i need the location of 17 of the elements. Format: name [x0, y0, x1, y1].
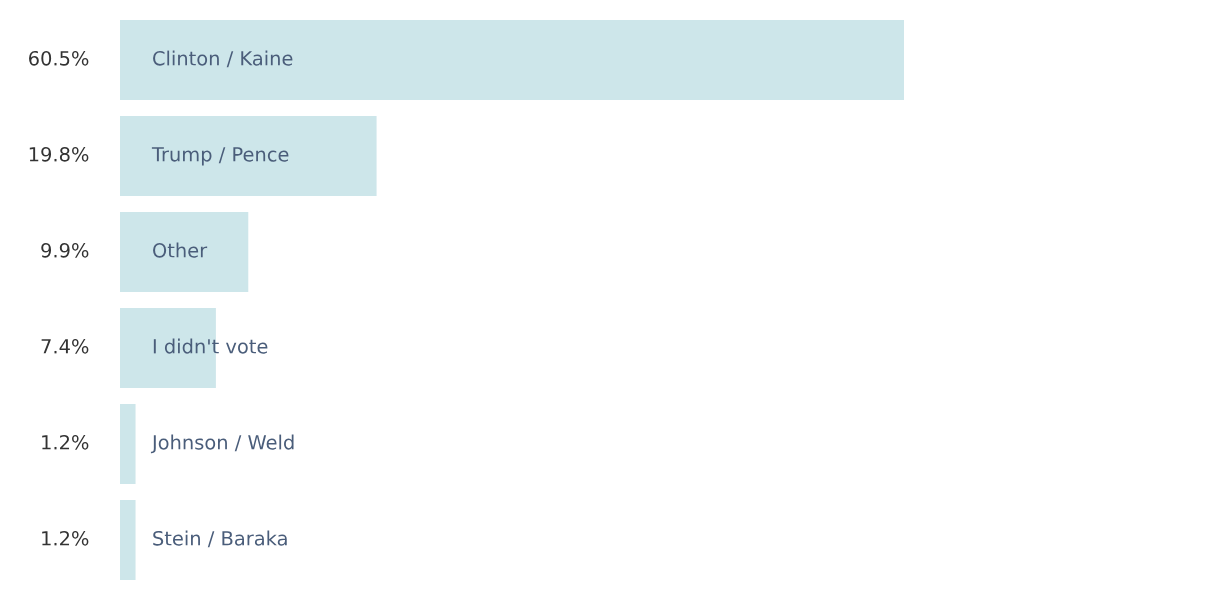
bar: [120, 20, 904, 100]
data-label: 60.5%: [29, 50, 89, 66]
data-label: 1.2%: [42, 530, 89, 546]
bar: [120, 500, 136, 580]
data-label: 19.8%: [29, 146, 89, 162]
y-tick-label: Johnson / Weld: [150, 434, 294, 454]
y-tick-label: Other: [153, 242, 208, 258]
y-tick-label: Stein / Baraka: [153, 530, 287, 548]
data-label: 7.4%: [41, 338, 89, 354]
data-label: 9.9%: [41, 242, 89, 258]
y-tick-label: Clinton / Kaine: [153, 50, 293, 68]
data-label: 1.2%: [42, 434, 89, 450]
y-tick-label: I didn't vote: [153, 338, 268, 354]
bar: [120, 404, 136, 484]
bar: [120, 212, 249, 292]
y-tick-label: Trump / Pence: [151, 147, 289, 166]
bar: [120, 116, 377, 196]
